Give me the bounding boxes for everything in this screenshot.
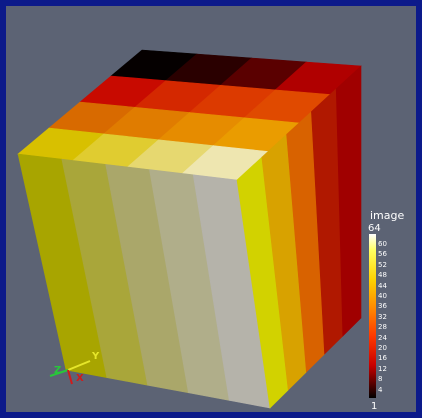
colorbar-tick-label: 60	[378, 239, 387, 248]
cube-front-face	[17, 153, 271, 409]
colorbar-tick-label: 32	[378, 312, 387, 321]
colorbar-max-label: 64	[368, 223, 381, 234]
y-axis-label: Y	[92, 351, 100, 362]
cube-scene	[17, 49, 376, 409]
colorbar-tick-label: 4	[378, 385, 383, 394]
colorbar-tick-label: 36	[378, 302, 387, 311]
colorbar-tick-label: 48	[378, 271, 387, 280]
colorbar-tick-label: 56	[378, 250, 387, 259]
colorbar	[369, 234, 376, 398]
right-face-strip	[335, 65, 362, 337]
cube-right-face	[236, 65, 362, 409]
colorbar-tick-label: 8	[378, 375, 383, 384]
y-axis-line	[67, 360, 91, 371]
orientation-axes	[49, 360, 91, 385]
colorbar-title: image	[370, 209, 405, 222]
cube-top-face	[17, 49, 362, 181]
colorbar-tick-label: 44	[378, 281, 387, 290]
render-viewport[interactable]: image 64 60 56 52 48 44 40 36 32 28 24 20 16 12 8 4 1 …	[6, 6, 416, 412]
colorbar-gradient	[369, 234, 376, 398]
colorbar-tick-label: 52	[378, 260, 387, 269]
colorbar-tick-label: 20	[378, 344, 387, 353]
x-axis-line	[67, 369, 73, 385]
colorbar-tick-label: 16	[378, 354, 387, 363]
z-axis-line	[49, 369, 69, 377]
colorbar-min-label: 1	[371, 401, 378, 412]
colorbar-tick-label: 12	[378, 364, 387, 373]
colorbar-tick-label: 24	[378, 333, 387, 342]
z-axis-label: Z	[54, 365, 62, 376]
colorbar-tick-label: 40	[378, 291, 387, 300]
colorbar-tick-label: 28	[378, 323, 387, 332]
x-axis-label: X	[76, 373, 84, 384]
